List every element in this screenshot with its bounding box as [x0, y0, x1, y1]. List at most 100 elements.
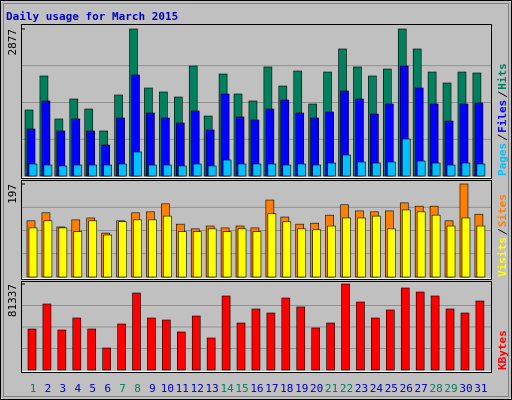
bar [117, 323, 126, 371]
bar [387, 161, 396, 177]
bar [430, 295, 440, 371]
bar [132, 292, 141, 371]
x-tick-label: 10 [161, 382, 174, 395]
x-tick-label: 21 [325, 382, 338, 395]
bar [118, 163, 127, 177]
bar [281, 297, 291, 371]
bar [252, 163, 262, 177]
bar [42, 303, 52, 371]
x-tick-label: 16 [250, 382, 263, 395]
legend: Pages Files Hits [496, 63, 509, 176]
bar [460, 312, 470, 371]
bar [341, 283, 350, 371]
x-tick-label: 23 [355, 382, 368, 395]
legend-label: Sites [496, 194, 509, 227]
bar [207, 165, 217, 177]
x-tick-label: 13 [206, 382, 219, 395]
bar [386, 309, 395, 371]
bar [357, 217, 366, 278]
bar [282, 221, 292, 278]
bar [312, 229, 321, 278]
bar [416, 211, 426, 278]
legend-label: Pages [496, 143, 509, 176]
chart-title: Daily usage for March 2015 [6, 10, 178, 23]
bar [191, 315, 201, 371]
x-tick-label: 28 [429, 382, 442, 395]
bar [431, 214, 441, 278]
x-tick-label: 22 [340, 382, 353, 395]
y-tick-label: 197 [6, 184, 19, 204]
bar [251, 308, 261, 371]
x-tick-label: 26 [400, 382, 413, 395]
x-tick-label: 27 [415, 382, 428, 395]
x-tick-label: 31 [474, 382, 487, 395]
bar [133, 219, 142, 278]
bar [401, 138, 411, 177]
bar [476, 225, 486, 278]
x-tick-label: 29 [444, 382, 457, 395]
x-tick-label: 17 [265, 382, 278, 395]
bar [221, 295, 231, 371]
bar [327, 225, 336, 278]
bar [133, 151, 142, 177]
bar [476, 163, 486, 177]
bar [400, 287, 410, 371]
bar [297, 163, 307, 177]
x-tick-label: 3 [60, 382, 67, 395]
legend-separator [497, 134, 508, 141]
bar [73, 164, 83, 177]
bar [236, 322, 246, 371]
bar [43, 220, 53, 278]
x-tick-label: 18 [280, 382, 293, 395]
bar [327, 162, 336, 177]
bar [357, 161, 366, 177]
bar [372, 215, 381, 278]
x-tick-label: 19 [295, 382, 308, 395]
bar [28, 163, 38, 177]
bar [267, 163, 277, 177]
legend: KBytes [496, 330, 509, 370]
x-tick-label: 30 [459, 382, 472, 395]
bar [401, 209, 411, 278]
bar [222, 159, 232, 177]
bar [88, 164, 98, 177]
bar [461, 217, 471, 278]
bar [177, 331, 186, 371]
bar [162, 319, 171, 371]
bar [237, 163, 247, 177]
x-tick-label: 12 [191, 382, 204, 395]
x-tick-label: 4 [74, 382, 81, 395]
bar [326, 322, 335, 371]
bar [446, 164, 456, 177]
bar [206, 337, 216, 371]
bar [178, 231, 187, 278]
legend-label: Hits [496, 63, 509, 90]
bar [88, 220, 98, 278]
bar [222, 231, 232, 278]
inner-frame [3, 3, 509, 397]
bar [297, 228, 307, 278]
bar [267, 213, 277, 278]
x-tick-label: 25 [385, 382, 398, 395]
bar [431, 162, 441, 177]
bar [446, 225, 456, 278]
bar [58, 165, 68, 177]
bar [148, 219, 157, 278]
bar [57, 329, 67, 371]
legend-separator [497, 228, 508, 235]
bar [372, 162, 381, 177]
bar [387, 228, 396, 278]
bar [280, 99, 290, 177]
bar [356, 301, 365, 371]
bar [73, 231, 83, 278]
bar [237, 228, 247, 278]
x-tick-label: 1 [30, 382, 37, 395]
x-tick-label: 2 [45, 382, 52, 395]
bar [102, 347, 111, 371]
x-tick-label: 8 [134, 382, 141, 395]
legend-label: Visits [496, 237, 509, 277]
bar [192, 231, 202, 278]
x-tick-label: 7 [119, 382, 126, 395]
bar [311, 327, 320, 371]
